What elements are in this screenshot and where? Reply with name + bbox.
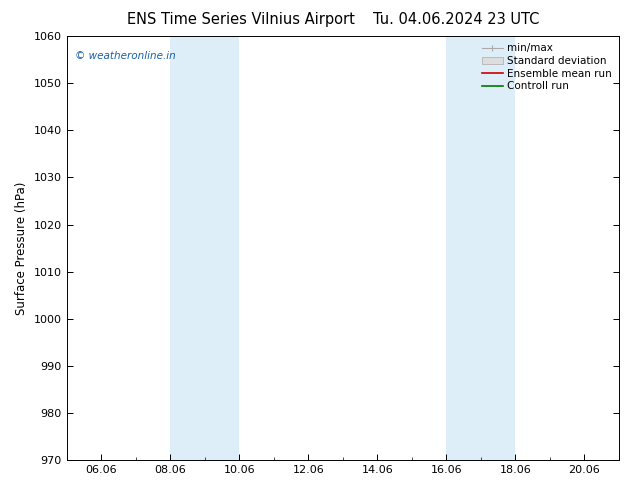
Bar [170, 36, 239, 460]
Text: ENS Time Series Vilnius Airport: ENS Time Series Vilnius Airport [127, 12, 355, 27]
Bar [446, 36, 515, 460]
Text: © weatheronline.in: © weatheronline.in [75, 51, 176, 61]
Legend: min/max, Standard deviation, Ensemble mean run, Controll run: min/max, Standard deviation, Ensemble me… [480, 41, 614, 93]
Text: Tu. 04.06.2024 23 UTC: Tu. 04.06.2024 23 UTC [373, 12, 540, 27]
Y-axis label: Surface Pressure (hPa): Surface Pressure (hPa) [15, 181, 28, 315]
